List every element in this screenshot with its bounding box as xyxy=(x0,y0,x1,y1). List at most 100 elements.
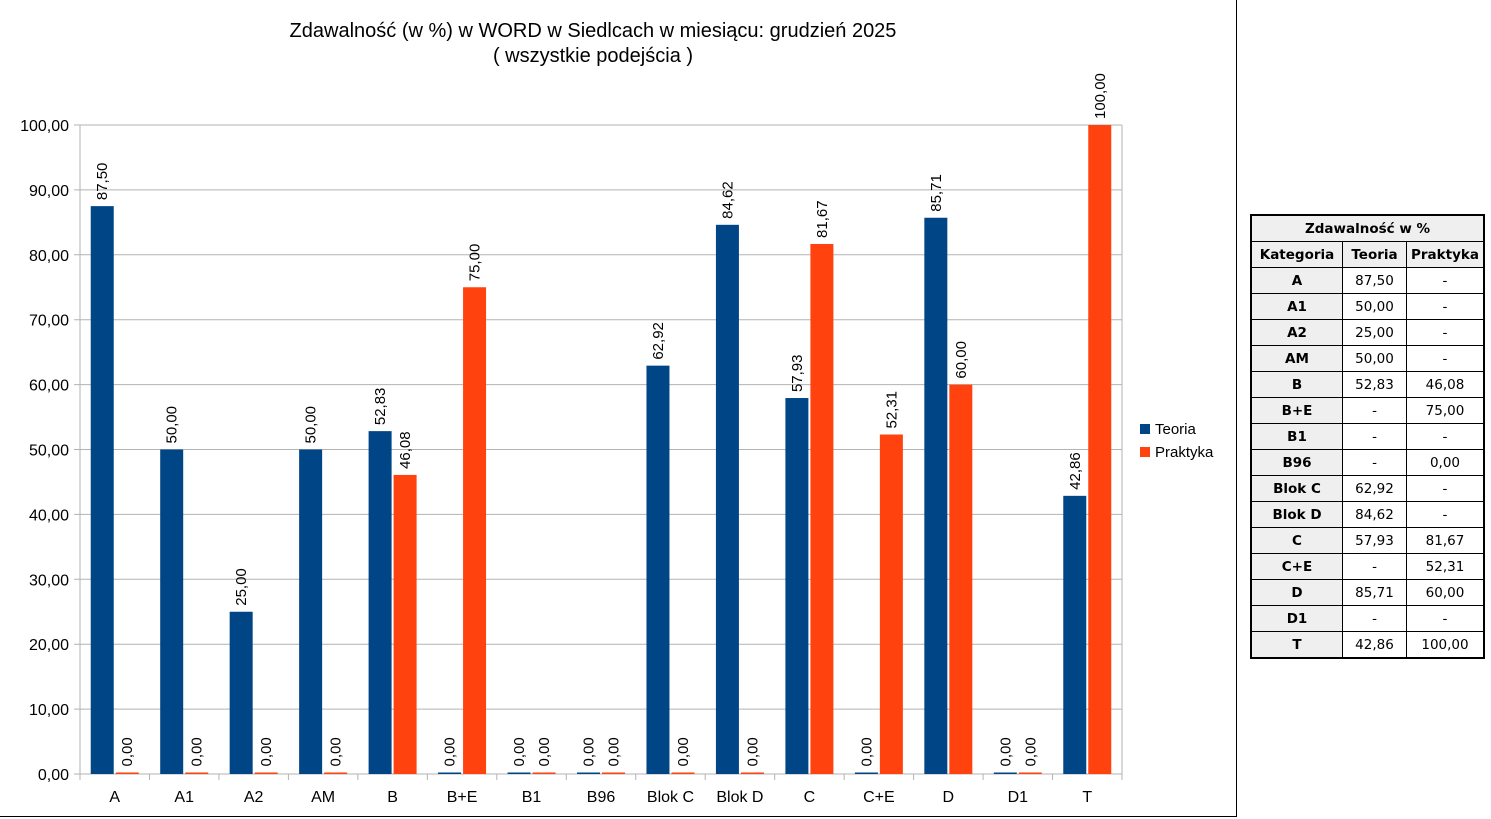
table-cell-teoria: 25,00 xyxy=(1342,319,1407,346)
bar-praktyka-c xyxy=(810,243,834,775)
data-label: 0,00 xyxy=(581,737,598,766)
data-label: 57,93 xyxy=(789,354,806,392)
x-tick-label: C xyxy=(804,789,816,806)
table-cell-teoria: 62,92 xyxy=(1342,475,1407,502)
data-label: 52,83 xyxy=(372,388,389,426)
data-label: 52,31 xyxy=(883,391,900,429)
data-label: 0,00 xyxy=(328,737,345,766)
table-cell-kategoria: D1 xyxy=(1250,605,1343,632)
table-cell-kategoria: D xyxy=(1250,579,1343,606)
bar-teoria-b96 xyxy=(577,772,600,774)
bar-teoria-d xyxy=(924,217,948,775)
x-tick-label: C+E xyxy=(863,789,895,806)
x-tick-label: AM xyxy=(311,789,335,806)
x-tick-label: B96 xyxy=(587,789,616,806)
table-row: B96-0,00 xyxy=(1250,449,1485,476)
y-tick-label: 70,00 xyxy=(29,313,69,330)
data-label: 87,50 xyxy=(94,163,111,201)
data-label: 60,00 xyxy=(953,341,970,379)
table-cell-teoria: 57,93 xyxy=(1342,527,1407,554)
bar-teoria-d1 xyxy=(993,772,1017,774)
data-label: 0,00 xyxy=(1022,737,1039,766)
data-label: 0,00 xyxy=(119,737,136,766)
table-cell-praktyka: - xyxy=(1405,293,1485,320)
y-tick-label: 0,00 xyxy=(38,767,69,784)
table-header-teoria: Teoria xyxy=(1342,241,1407,268)
table-cell-praktyka: - xyxy=(1405,319,1485,346)
summary-table: Zdawalność w % Kategoria Teoria Praktyka… xyxy=(1250,214,1485,659)
table-cell-teoria: 50,00 xyxy=(1342,345,1407,372)
y-tick-label: 20,00 xyxy=(29,637,69,654)
table-cell-praktyka: 0,00 xyxy=(1405,449,1485,476)
table-cell-praktyka: 60,00 xyxy=(1405,579,1485,606)
bar-praktyka-t xyxy=(1088,125,1112,774)
x-tick-label: D xyxy=(943,789,955,806)
data-label: 75,00 xyxy=(467,244,484,282)
bar-praktyka-a1 xyxy=(185,772,209,774)
table-row: A2 25,00- xyxy=(1250,319,1485,346)
table-row: C+E -52,31 xyxy=(1250,553,1485,580)
table-header-kategoria: Kategoria xyxy=(1250,241,1343,268)
table-row: B1- - xyxy=(1250,423,1485,450)
table-row: Blok D 84,62- xyxy=(1250,501,1485,528)
bar-teoria-t xyxy=(1063,495,1087,774)
data-label: 0,00 xyxy=(442,737,459,766)
table-row: A 87,50- xyxy=(1250,267,1485,294)
table-row: Blok C 62,92- xyxy=(1250,475,1485,502)
table-row: B 52,83 46,08 xyxy=(1250,371,1485,398)
data-label: 0,00 xyxy=(258,737,275,766)
data-label: 0,00 xyxy=(675,737,692,766)
table-cell-kategoria: B+E xyxy=(1250,397,1343,424)
bar-praktyka-b xyxy=(393,474,417,774)
bar-teoria-c-e xyxy=(854,772,878,774)
data-label: 62,92 xyxy=(650,322,667,360)
table-cell-teoria: 84,62 xyxy=(1342,501,1407,528)
table-cell-kategoria: B xyxy=(1250,371,1343,398)
x-tick-label: A1 xyxy=(174,789,194,806)
legend-label-praktyka: Praktyka xyxy=(1155,444,1214,461)
data-label: 0,00 xyxy=(858,737,875,766)
x-tick-label: Blok C xyxy=(647,789,694,806)
data-label: 46,08 xyxy=(397,431,414,469)
bar-praktyka-d1 xyxy=(1018,772,1042,774)
legend-label-teoria: Teoria xyxy=(1155,421,1197,438)
table-cell-praktyka: - xyxy=(1405,423,1485,450)
x-tick-label: T xyxy=(1082,789,1092,806)
table-title: Zdawalność w % xyxy=(1250,214,1485,242)
y-tick-label: 10,00 xyxy=(29,702,69,719)
bar-praktyka-d xyxy=(949,384,973,774)
table-cell-teoria: - xyxy=(1342,605,1407,632)
x-tick-label: A xyxy=(109,789,120,806)
table-cell-praktyka: 81,67 xyxy=(1405,527,1485,554)
data-label: 25,00 xyxy=(233,568,250,606)
legend-swatch-teoria xyxy=(1140,424,1150,434)
bar-praktyka-blok-d xyxy=(740,772,764,774)
table-cell-praktyka: - xyxy=(1405,475,1485,502)
table-cell-praktyka: - xyxy=(1405,501,1485,528)
bar-praktyka-a2 xyxy=(254,772,278,774)
data-label: 0,00 xyxy=(997,737,1014,766)
table-cell-praktyka: 52,31 xyxy=(1405,553,1485,580)
data-label: 0,00 xyxy=(606,737,623,766)
bar-praktyka-b96 xyxy=(602,772,625,774)
chart-frame: Zdawalność (w %) w WORD w Siedlcach w mi… xyxy=(0,0,1237,817)
data-label: 50,00 xyxy=(164,406,181,444)
x-tick-label: Blok D xyxy=(716,789,763,806)
table-cell-kategoria: AM xyxy=(1250,345,1343,372)
y-tick-label: 30,00 xyxy=(29,572,69,589)
table-cell-teoria: 87,50 xyxy=(1342,267,1407,294)
bar-chart: Zdawalność (w %) w WORD w Siedlcach w mi… xyxy=(20,20,1214,806)
table-cell-praktyka: 46,08 xyxy=(1405,371,1485,398)
data-label: 0,00 xyxy=(744,737,761,766)
table-row: A1 50,00- xyxy=(1250,293,1485,320)
y-tick-label: 60,00 xyxy=(29,378,69,395)
table-cell-kategoria: C+E xyxy=(1250,553,1343,580)
table-row: D 85,71 60,00 xyxy=(1250,579,1485,606)
table-cell-kategoria: B1 xyxy=(1250,423,1343,450)
table-cell-kategoria: B96 xyxy=(1250,449,1343,476)
bar-teoria-b xyxy=(368,431,392,774)
bar-teoria-b1 xyxy=(507,772,531,774)
bar-teoria-blok-d xyxy=(715,224,739,775)
chart-title: Zdawalność (w %) w WORD w Siedlcach w mi… xyxy=(290,20,897,42)
bar-teoria-blok-c xyxy=(646,365,670,774)
